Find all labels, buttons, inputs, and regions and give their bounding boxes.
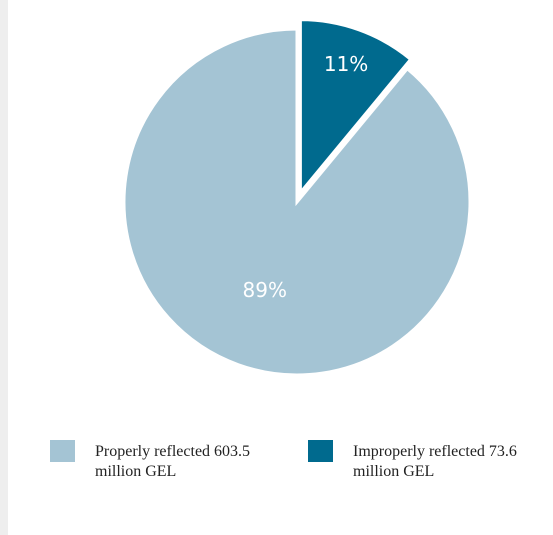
legend-item: Improperly reflected 73.6 million GEL	[308, 440, 543, 482]
legend-item: Properly reflected 603.5 million GEL	[50, 440, 285, 482]
legend-swatch	[308, 440, 333, 462]
data-label: 89%	[243, 278, 287, 302]
edge	[0, 0, 8, 535]
pie-slice	[298, 18, 413, 197]
legend-swatch	[50, 440, 75, 462]
legend-label: Improperly reflected 73.6 million GEL	[353, 443, 517, 480]
pie-slice	[122, 27, 472, 377]
legend-label: Properly reflected 603.5 million GEL	[95, 443, 251, 480]
data-label: 11%	[324, 52, 368, 76]
